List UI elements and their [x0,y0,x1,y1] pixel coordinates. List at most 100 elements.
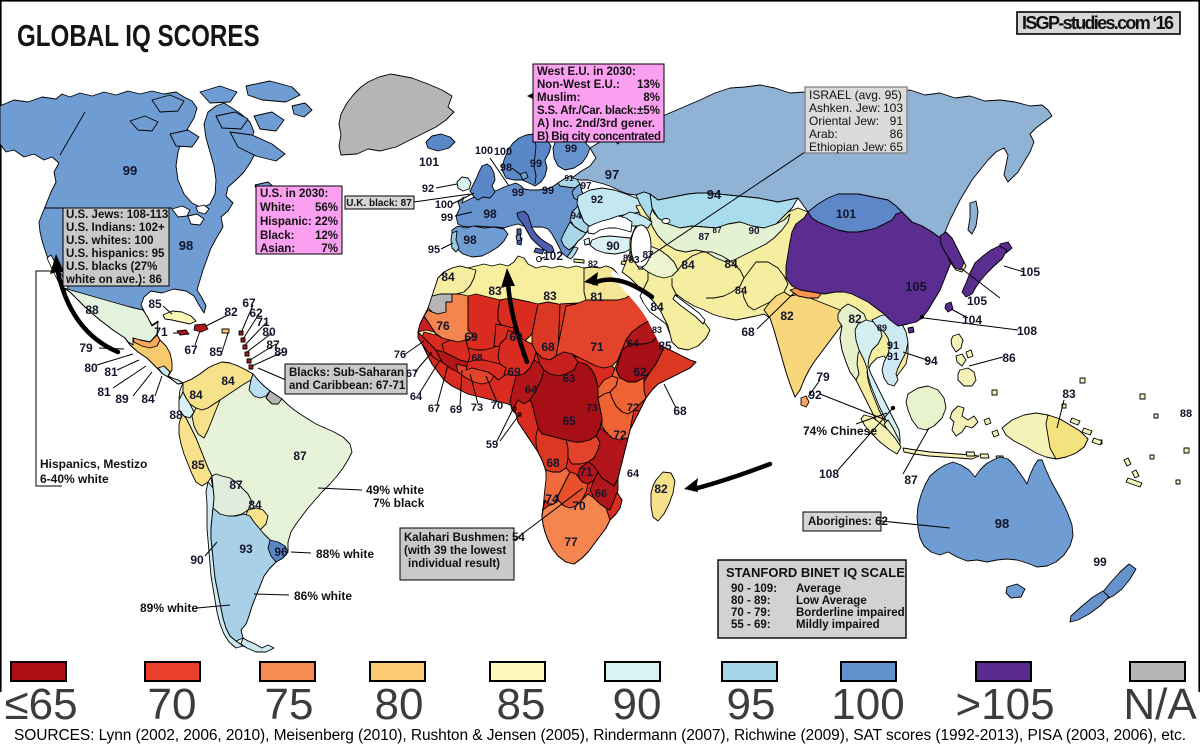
svg-text:84: 84 [650,300,664,314]
svg-text:99: 99 [542,185,554,197]
svg-text:83: 83 [623,253,633,263]
svg-text:84: 84 [724,257,738,271]
svg-text:84: 84 [141,392,155,406]
svg-text:99: 99 [512,187,524,199]
svg-text:74% Chinese: 74% Chinese [803,424,877,438]
svg-text:74: 74 [545,492,559,506]
svg-text:104: 104 [962,313,982,327]
svg-text:89% white: 89% white [140,601,198,615]
svg-text:82: 82 [848,312,862,326]
svg-text:93: 93 [239,542,253,556]
svg-text:82: 82 [224,305,238,319]
svg-text:80: 80 [84,361,98,375]
svg-text:Asian:: Asian: [260,243,295,255]
svg-text:white on ave.): 86: white on ave.): 86 [65,274,162,286]
svg-text:90: 90 [190,553,204,567]
svg-text:99: 99 [565,143,577,155]
svg-text:92: 92 [422,183,434,195]
svg-text:80: 80 [262,325,276,339]
svg-text:U.S. Indians: 102+: U.S. Indians: 102+ [66,222,165,234]
svg-text:70: 70 [148,680,197,729]
svg-text:90 - 109:: 90 - 109: [731,583,777,595]
svg-text:100: 100 [435,199,453,211]
svg-text:91: 91 [565,174,574,183]
svg-text:Hispanics, Mestizo: Hispanics, Mestizo [40,457,147,471]
svg-text:92: 92 [591,194,603,206]
svg-text:U.S. Jews: 108-113: U.S. Jews: 108-113 [66,209,168,221]
svg-text:22%: 22% [315,216,338,228]
svg-text:83: 83 [1062,387,1076,401]
svg-text:98: 98 [500,162,512,174]
svg-text:87: 87 [698,232,710,243]
svg-text:88% white: 88% white [316,547,374,561]
svg-text:Mildly impaired: Mildly impaired [796,619,880,631]
svg-text:87: 87 [642,250,654,261]
svg-text:80: 80 [375,680,424,729]
svg-text:87: 87 [266,338,280,352]
svg-text:68: 68 [541,340,555,354]
svg-text:105: 105 [905,279,927,294]
svg-text:90: 90 [613,680,662,729]
svg-text:Non-West E.U.:: Non-West E.U.: [537,79,620,91]
svg-text:91: 91 [887,340,899,352]
svg-text:94: 94 [924,354,938,368]
svg-text:64: 64 [627,468,640,480]
svg-text:8%: 8% [643,92,660,104]
svg-text:87: 87 [904,473,918,487]
svg-text:59: 59 [486,439,498,451]
svg-text:80 - 89:: 80 - 89: [731,595,771,607]
svg-text:49% white: 49% white [366,483,424,497]
svg-text:67: 67 [184,343,198,357]
svg-text:82: 82 [588,259,598,269]
svg-text:91: 91 [887,351,899,363]
svg-text:S.S. Afr./Car. black:: S.S. Afr./Car. black: [537,105,637,117]
svg-text:individual result): individual result) [408,558,500,570]
svg-text:83: 83 [488,284,502,298]
svg-text:68: 68 [471,353,483,364]
svg-text:±5%: ±5% [637,105,660,117]
svg-text:98: 98 [179,238,193,253]
svg-text:ISGP-studies.com ‘16: ISGP-studies.com ‘16 [1022,13,1174,33]
svg-text:79: 79 [816,370,830,384]
svg-text:97: 97 [605,167,619,182]
svg-text:West E.U. in 2030:: West E.U. in 2030: [537,66,636,78]
svg-text:GLOBAL IQ SCORES: GLOBAL IQ SCORES [17,18,260,53]
svg-text:84: 84 [681,258,695,272]
svg-text:70: 70 [491,400,503,412]
svg-text:89: 89 [877,323,887,333]
svg-text:102: 102 [543,249,563,263]
svg-text:91: 91 [890,114,904,128]
svg-text:Black:: Black: [260,230,295,242]
svg-text:108: 108 [819,467,839,481]
svg-text:73: 73 [586,403,598,414]
svg-text:75: 75 [265,680,314,729]
svg-text:6-40% white: 6-40% white [40,472,109,486]
svg-text:87: 87 [293,449,307,463]
svg-text:85: 85 [148,297,162,311]
svg-text:Blacks: Sub-Saharan: Blacks: Sub-Saharan [289,367,404,379]
svg-text:89: 89 [115,392,129,406]
svg-text:55 - 69:: 55 - 69: [731,619,771,631]
svg-text:84: 84 [189,388,203,402]
svg-text:STANFORD BINET IQ SCALE: STANFORD BINET IQ SCALE [726,565,905,580]
svg-text:79: 79 [79,341,93,355]
svg-text:95: 95 [727,680,776,729]
svg-text:90: 90 [748,226,760,237]
svg-text:105: 105 [1020,265,1040,279]
svg-text:84: 84 [441,270,455,284]
svg-text:64: 64 [410,391,423,403]
svg-text:U.K. black: 87: U.K. black: 87 [346,198,412,209]
svg-text:ISRAEL (avg. 95): ISRAEL (avg. 95) [809,88,902,102]
svg-text:Ashken. Jew:: Ashken. Jew: [809,101,880,115]
svg-text:98: 98 [995,516,1009,531]
svg-text:77: 77 [564,535,578,549]
svg-text:67: 67 [428,403,440,415]
svg-text:86: 86 [890,127,904,141]
svg-text:85: 85 [191,458,205,472]
svg-text:68: 68 [741,325,755,339]
svg-text:SOURCES: Lynn (2002, 2006, 201: SOURCES: Lynn (2002, 2006, 2010), Meisen… [14,727,1186,744]
svg-text:65: 65 [890,140,904,154]
svg-text:62: 62 [249,306,263,320]
svg-text:69: 69 [450,404,462,416]
svg-text:85: 85 [658,339,672,353]
